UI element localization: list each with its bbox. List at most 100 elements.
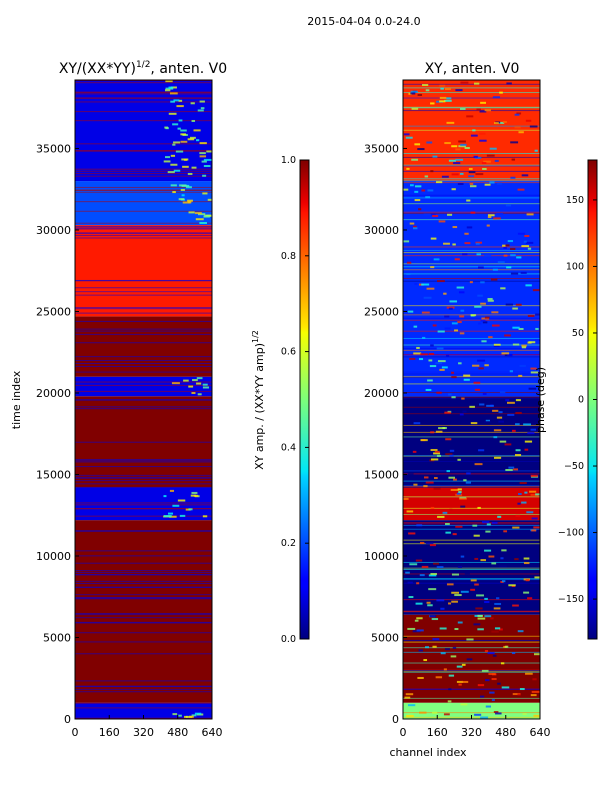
panel2-speckle (425, 196, 431, 199)
panel2-speckle (405, 571, 410, 574)
panel1-stripe (75, 597, 212, 599)
panel2-speckle (458, 140, 466, 143)
panel1-speckle (199, 142, 207, 145)
panel2-speckle (434, 477, 438, 480)
panel2-speckle (477, 506, 481, 509)
panel2-xtick-label: 320 (461, 726, 482, 739)
panel2-speckle (407, 704, 416, 707)
panel2-stripe (403, 485, 540, 487)
panel2-speckle (461, 663, 466, 666)
panel2-speckle (494, 159, 499, 162)
panel1-speckle (169, 92, 178, 95)
panel2-speckle (493, 607, 501, 610)
colorbar2-tick-label: 50 (572, 328, 584, 339)
panel2-speckle (530, 371, 539, 374)
panel1-stripe (75, 291, 212, 293)
panel2-speckle (489, 181, 495, 184)
panel2-speckle (531, 690, 540, 693)
panel2-speckle (475, 607, 483, 610)
panel2-speckle (486, 404, 494, 407)
panel2-speckle (524, 440, 533, 443)
panel2-speckle (444, 142, 451, 145)
panel1-ytick-label: 10000 (36, 550, 71, 563)
panel2-speckle (456, 680, 464, 683)
panel2-speckle (502, 121, 507, 124)
panel1-speckle (194, 712, 202, 715)
panel1-speckle (188, 385, 194, 388)
panel2-speckle (476, 594, 484, 597)
panel2-speckle (436, 181, 443, 184)
panel2-stripe (403, 578, 540, 580)
colorbar1-tick-label: 1.0 (281, 155, 296, 166)
panel2-speckle (484, 421, 492, 424)
panel2-speckle (451, 322, 458, 325)
panel1-speckle (197, 213, 206, 216)
panel2-speckle (526, 213, 534, 216)
panel2-speckle (446, 121, 455, 124)
panel1-stripe (75, 459, 212, 461)
panel1-stripe (75, 170, 212, 172)
panel2-speckle (460, 555, 465, 558)
panel1-stripe (75, 232, 212, 234)
panel2-speckle (493, 345, 500, 348)
panel1-x-axis: 0 160 320 480 640 (72, 715, 223, 739)
panel1-speckle (178, 714, 182, 717)
panel1-ytick-label: 5000 (43, 631, 71, 644)
colorbar2-tick-label: −50 (564, 461, 584, 472)
panel1-stripe (75, 573, 212, 575)
panel2-speckle (453, 162, 461, 165)
panel2-speckle (418, 208, 422, 211)
panel2-stripe (403, 480, 540, 482)
panel2-speckle (448, 674, 455, 677)
colorbar1-tick-label: 0.2 (281, 538, 296, 549)
panel2-speckle (518, 374, 523, 377)
panel1-speckle (182, 165, 189, 168)
panel2-speckle (426, 141, 433, 144)
panel1-stripe (75, 201, 212, 203)
panel2-speckle (473, 623, 481, 626)
panel2-speckle (406, 510, 414, 513)
panel1-speckle (182, 201, 191, 204)
panel2-speckle (503, 254, 508, 257)
panel2-speckle (481, 669, 489, 672)
panel2-speckle (521, 174, 529, 177)
panel2-stripe (403, 344, 540, 346)
panel2-speckle (479, 110, 487, 113)
panel1-speckle (177, 499, 186, 502)
panel2-stripe (403, 125, 540, 127)
panel2-speckle (510, 141, 519, 144)
panel1-ytick-label: 20000 (36, 387, 71, 400)
panel2-speckle (417, 93, 423, 96)
panel2-speckle (432, 711, 438, 714)
panel2-speckle (430, 572, 437, 575)
panel2-speckle (481, 340, 487, 343)
panel2-speckle (460, 309, 465, 312)
panel2-speckle (497, 182, 502, 185)
panel2-stripe (403, 348, 540, 350)
panel2-speckle (507, 240, 514, 243)
panel2-speckle (448, 393, 452, 396)
panel2-speckle (445, 531, 451, 534)
panel2-speckle (436, 280, 445, 283)
panel2-speckle (500, 662, 505, 665)
panel2-speckle (468, 175, 475, 178)
panel2-speckle (491, 311, 499, 314)
panel1-speckle (170, 86, 177, 89)
panel2-stripe (403, 524, 540, 526)
panel2-speckle (491, 678, 497, 681)
panel1-stripe (75, 570, 212, 572)
panel2-speckle (437, 515, 445, 518)
panel2-speckle (493, 456, 502, 459)
panel2-stripe (403, 582, 540, 584)
panel1-speckle (191, 391, 196, 394)
panel1-speckle (203, 165, 211, 168)
panel1-speckle (172, 191, 176, 194)
panel2-speckle (534, 576, 540, 579)
panel1-stripe (75, 406, 212, 408)
panel1-stripe (75, 622, 212, 624)
panel2-speckle (515, 399, 521, 402)
panel2-speckle (437, 360, 446, 363)
panel1-stripe (75, 530, 212, 532)
panel2-speckle (413, 483, 418, 486)
panel2-speckle (416, 524, 423, 527)
